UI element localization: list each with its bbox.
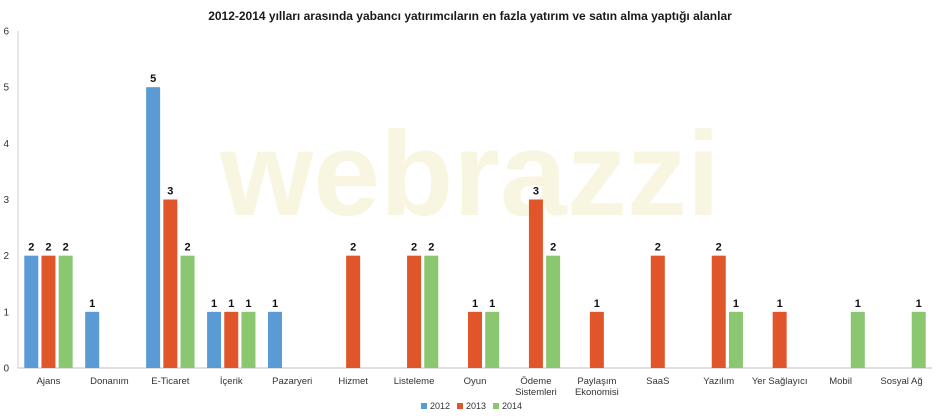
bar-2013 — [468, 311, 482, 368]
bar-2013 — [711, 255, 726, 368]
bar-2014 — [485, 311, 500, 368]
data-label: 2 — [45, 242, 51, 254]
legend-swatch-2012 — [421, 403, 427, 409]
x-tick-label: Sistemleri — [515, 387, 557, 398]
data-label: 1 — [228, 298, 234, 310]
bar-2012 — [207, 311, 222, 368]
data-label: 1 — [472, 298, 478, 310]
data-label: 2 — [428, 242, 434, 254]
data-label: 2 — [411, 242, 417, 254]
bar-2014 — [180, 255, 195, 368]
x-tick-label: İçerik — [220, 376, 243, 387]
data-label: 1 — [733, 298, 739, 310]
data-label: 1 — [272, 298, 278, 310]
y-tick-label: 0 — [3, 364, 9, 375]
y-tick-label: 5 — [3, 83, 9, 94]
x-tick-label: SaaS — [646, 376, 669, 387]
bar-2014 — [850, 311, 865, 368]
bar-2014 — [728, 311, 743, 368]
data-label: 1 — [916, 298, 922, 310]
bar-2014 — [241, 311, 256, 368]
bar-2012 — [24, 255, 39, 368]
data-label: 5 — [150, 73, 156, 85]
x-tick-label: Yazılım — [703, 376, 734, 387]
data-label: 3 — [533, 186, 539, 198]
bar-2012 — [85, 311, 100, 368]
y-tick-label: 2 — [3, 251, 9, 262]
x-tick-label: Sosyal Ağ — [880, 376, 922, 387]
bar-2014 — [424, 255, 439, 368]
bar-2013 — [772, 311, 787, 368]
data-label: 2 — [655, 242, 661, 254]
x-tick-label: Ekonomisi — [575, 387, 619, 398]
x-tick-label: Hizmet — [338, 376, 368, 387]
y-tick-label: 3 — [3, 195, 9, 206]
bar-2013 — [589, 311, 604, 368]
legend-label: 2013 — [466, 401, 486, 411]
y-tick-label: 1 — [3, 307, 9, 318]
data-label: 1 — [594, 298, 600, 310]
data-label: 3 — [167, 186, 173, 198]
data-label: 1 — [777, 298, 783, 310]
data-label: 1 — [211, 298, 217, 310]
x-axis: Ajans Donanım E-Ticaret İçerik Pazaryeri Hizm… — [18, 367, 932, 398]
legend: 2012 2013 2014 — [421, 401, 522, 411]
data-label: 1 — [489, 298, 495, 310]
legend-swatch-2014 — [493, 403, 499, 409]
x-tick-label: Paylaşım — [577, 376, 616, 387]
legend-label: 2012 — [430, 401, 450, 411]
bar-2013 — [407, 255, 422, 368]
bar-2013 — [163, 199, 178, 368]
bar-2012 — [146, 87, 161, 369]
x-tick-label: Ödeme — [520, 376, 551, 387]
bars — [24, 87, 926, 369]
x-tick-label: Listeleme — [394, 376, 435, 387]
bar-2012 — [268, 311, 282, 368]
bar-2014 — [546, 255, 561, 368]
y-tick-label: 6 — [3, 27, 9, 38]
watermark-logo: webrazzi — [219, 107, 720, 241]
x-tick-label: Pazaryeri — [272, 376, 312, 387]
bar-2013 — [528, 199, 543, 368]
x-tick-label: Oyun — [464, 376, 487, 387]
x-tick-label: Ajans — [37, 376, 61, 387]
bar-2014 — [58, 255, 73, 368]
bar-2013 — [41, 255, 56, 368]
x-tick-label: Mobil — [829, 376, 852, 387]
bar-2013 — [224, 311, 239, 368]
x-tick-label: Donanım — [90, 376, 129, 387]
data-label: 2 — [716, 242, 722, 254]
legend-swatch-2013 — [457, 403, 463, 409]
y-tick-label: 4 — [3, 139, 9, 150]
data-label: 1 — [855, 298, 861, 310]
data-label: 1 — [245, 298, 251, 310]
bar-2013 — [650, 255, 665, 368]
bar-2013 — [346, 255, 361, 368]
legend-label: 2014 — [502, 401, 522, 411]
x-tick-label: E-Ticaret — [151, 376, 190, 387]
data-label: 2 — [550, 242, 556, 254]
data-label: 2 — [28, 242, 34, 254]
data-label: 2 — [63, 242, 69, 254]
data-label: 1 — [89, 298, 95, 310]
x-tick-label: Yer Sağlayıcı — [752, 376, 808, 387]
data-label: 2 — [350, 242, 356, 254]
data-label: 2 — [184, 242, 190, 254]
bar-2014 — [911, 311, 926, 368]
y-axis: 0 1 2 3 4 5 6 — [3, 27, 19, 375]
chart-title: 2012-2014 yılları arasında yabancı yatır… — [208, 9, 732, 23]
